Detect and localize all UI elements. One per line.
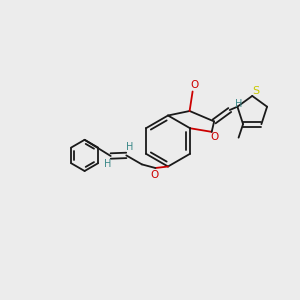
Text: O: O bbox=[210, 132, 218, 142]
Text: S: S bbox=[252, 85, 260, 95]
Text: H: H bbox=[126, 142, 133, 152]
Text: O: O bbox=[190, 80, 198, 90]
Text: H: H bbox=[104, 159, 111, 170]
Text: O: O bbox=[151, 169, 159, 180]
Text: H: H bbox=[235, 99, 242, 109]
